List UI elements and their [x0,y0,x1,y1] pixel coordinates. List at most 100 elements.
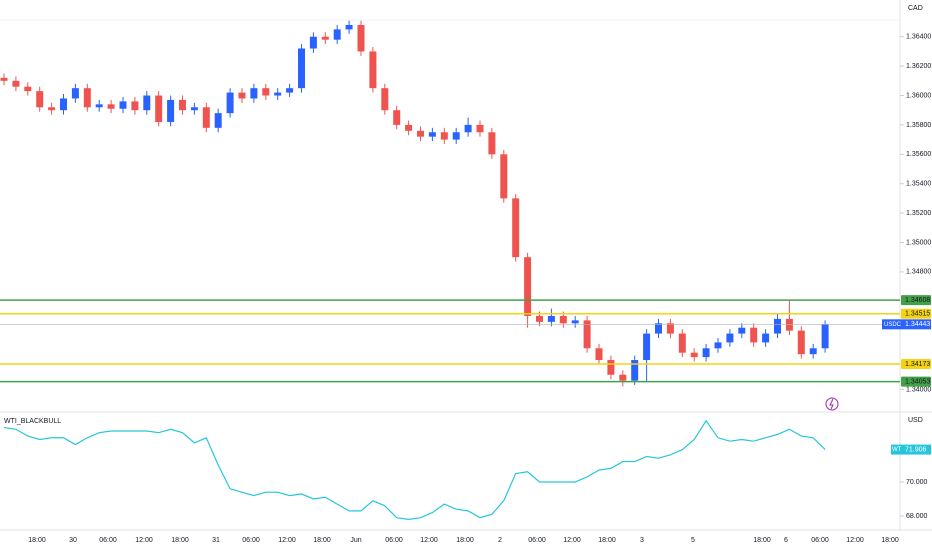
y-tick-label: 1.35400 [906,181,931,188]
candle-body [750,327,758,343]
level-label: 1.34608 [905,297,930,304]
candle-body [0,77,8,81]
x-tick-label: 06:00 [385,537,403,544]
level-label: 1.34173 [905,361,930,368]
candle-body [428,132,436,137]
x-tick-label: 12:00 [846,537,864,544]
candle-body [738,327,746,334]
x-tick-label: 12:00 [278,537,296,544]
candle-body [714,342,722,349]
candle-body [476,124,484,133]
x-tick-label: 18:00 [598,537,616,544]
last-price-label: 1.34443 [905,321,930,328]
y-tick-label: 1.36200 [906,63,931,70]
candle-body [440,132,448,140]
candle-body [345,24,353,30]
candle-body [583,320,591,349]
x-tick-label: 18:00 [28,537,46,544]
candle-body [785,318,793,331]
x-tick-label: 18:00 [313,537,331,544]
level-tag [901,376,931,387]
x-tick-label: 18:00 [171,537,189,544]
candle-body [155,95,163,122]
alert-bolt [829,398,834,410]
x-tick-label: 18:00 [881,537,899,544]
alert-icon[interactable] [825,397,839,411]
series-tag [891,444,901,455]
x-tick-label: 18:00 [753,537,771,544]
candle-body [274,92,282,96]
candle-body [417,130,424,137]
candle-body [488,132,496,155]
candle-body [809,348,817,355]
candle-body [666,323,674,334]
y-tick-label: 68.000 [906,513,928,520]
y-tick-label: 1.35000 [906,239,931,246]
level-tag [901,295,931,306]
candle-body [309,36,317,49]
candle-body [797,330,805,355]
symbol-tag [882,319,901,330]
candle-body [298,48,305,89]
candle-body [214,113,222,128]
price-unit: CAD [908,5,923,12]
candle-body [702,348,710,358]
candle-body [262,88,270,96]
candle-body [536,315,543,322]
candle-body [524,257,532,316]
candle-body [286,88,294,93]
candle-body [452,132,460,140]
series-price-tag [901,444,931,455]
candle-body [238,92,246,99]
candle-body [179,99,186,111]
candle-body [190,107,198,111]
level-label: 1.34515 [905,311,930,318]
x-tick-label: 12:00 [135,537,153,544]
x-tick-label: 12:00 [563,537,581,544]
wti-unit: USD [908,417,923,424]
candle-body [678,333,686,353]
price-tag [901,319,931,330]
candle-body [595,348,603,361]
series-last-label: 71.906 [905,446,927,453]
candle-body [393,110,401,125]
candle-body [202,107,210,128]
level-label: 1.34053 [905,378,930,385]
candle-body [48,107,56,111]
candle-body [333,29,341,40]
candle-body [726,333,734,343]
candle-body [690,352,698,358]
x-tick-label: 06:00 [811,537,829,544]
candle-body [60,98,67,111]
candle-body [71,88,79,99]
candle-body [405,124,413,131]
candle-body [36,91,44,108]
candle-body [512,198,520,258]
candle-body [607,360,615,375]
x-tick-label: 30 [69,537,77,544]
candle-body [83,88,91,108]
candle-body [107,104,115,109]
y-tick-label: 1.36000 [906,92,931,99]
symbol-name: USDCAD [884,322,910,328]
candle-body [774,318,781,334]
x-tick-label: 18:00 [456,537,474,544]
y-tick-label: 1.34000 [906,386,931,393]
candle-body [12,80,20,87]
candle-body [762,333,770,343]
wti-line [3,419,826,520]
candle-body [369,51,377,89]
x-tick-label: 5 [691,537,695,544]
candle-body [143,95,151,111]
candle-body [571,320,579,324]
x-tick-label: 31 [212,537,220,544]
x-tick-label: 06:00 [528,537,546,544]
level-tag [901,359,931,370]
candle-body [821,324,829,349]
candle-body [131,101,139,111]
candle-body [95,104,103,108]
candle-body [167,99,175,122]
y-tick-label: 1.34800 [906,269,931,276]
y-tick-label: 1.35800 [906,122,931,129]
